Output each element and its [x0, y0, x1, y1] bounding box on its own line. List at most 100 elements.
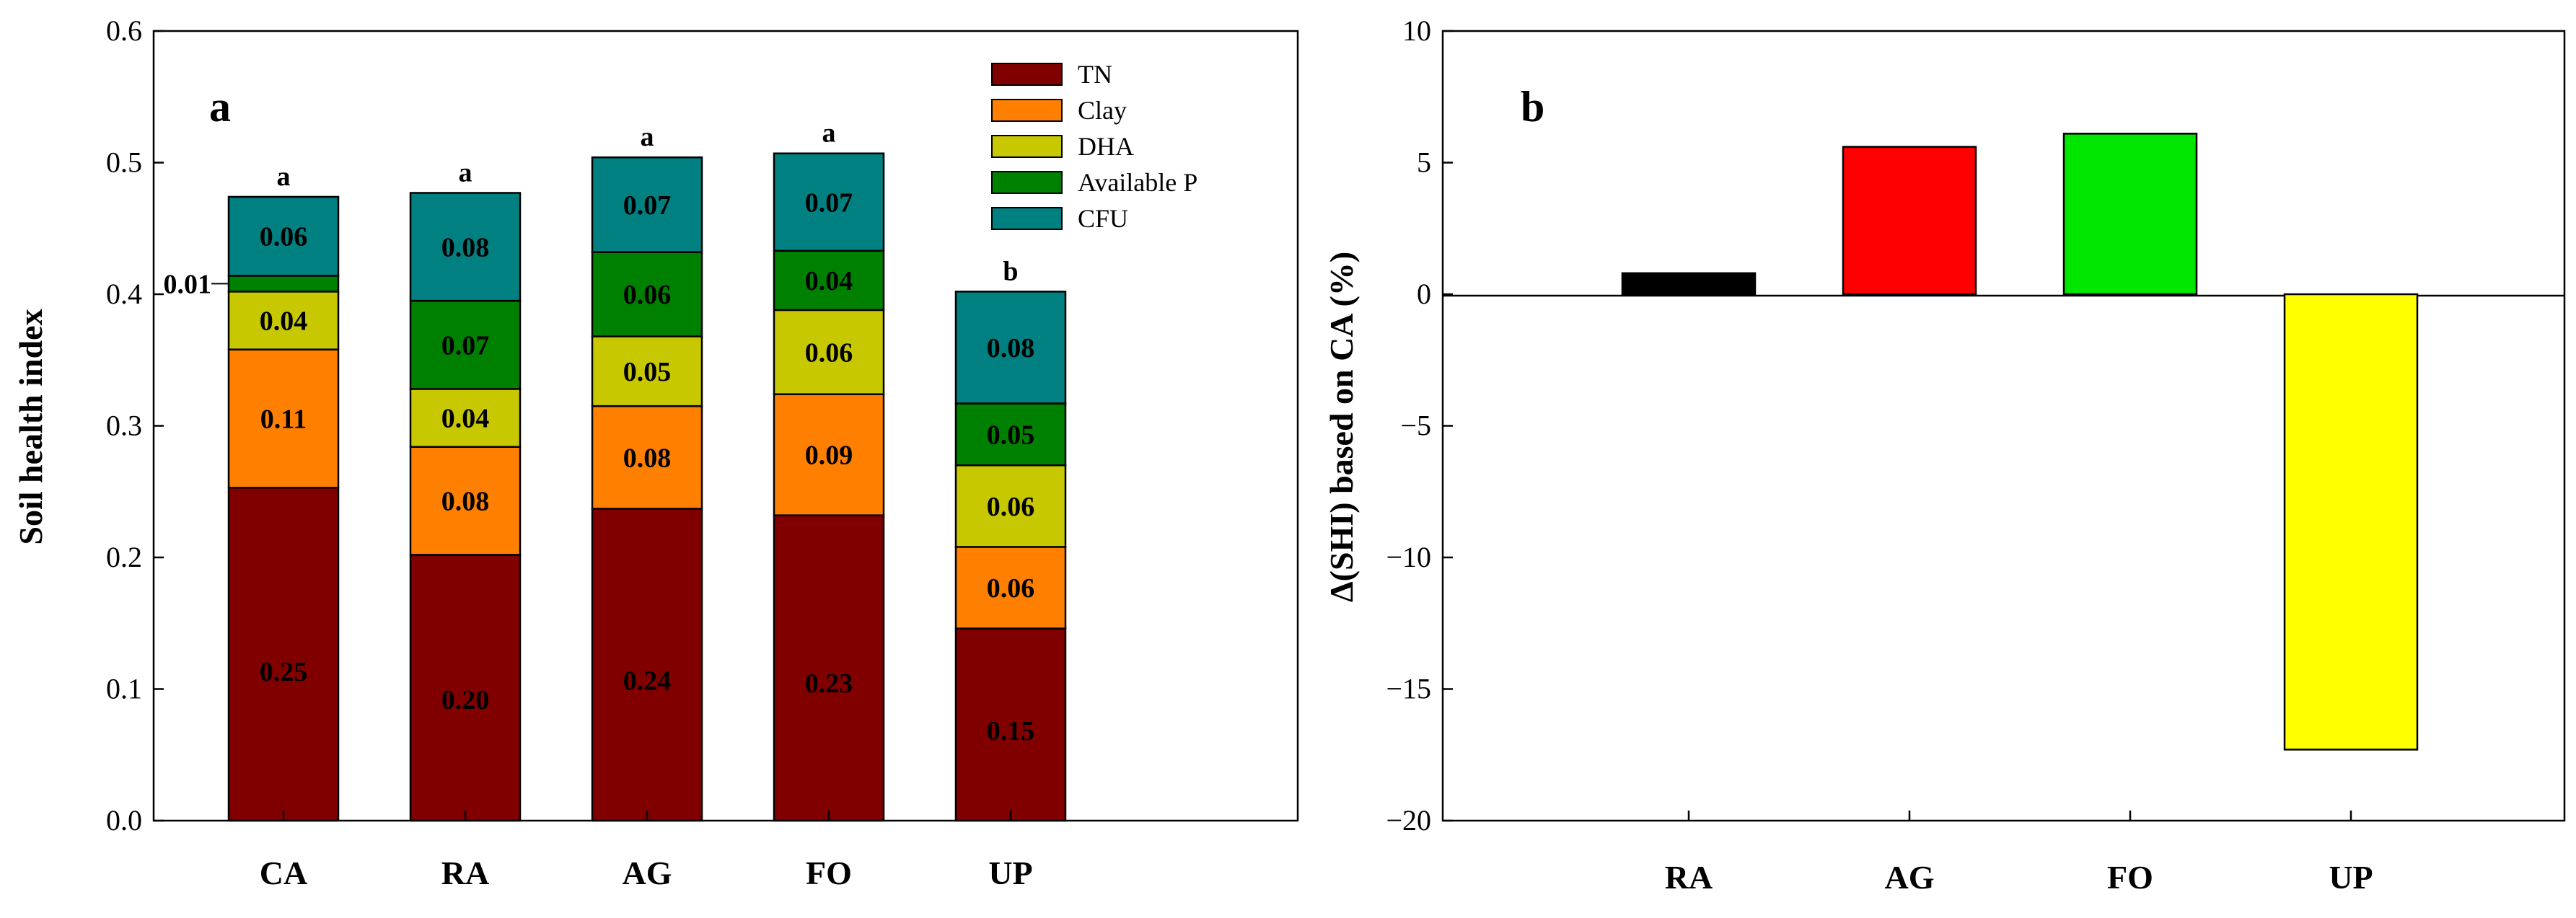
x-tick-label-ag: AG [623, 855, 672, 891]
panel-a-legend: TN Clay DHA Available P CFU [991, 60, 1197, 233]
segment-label-ag-tn: 0.24 [623, 666, 672, 696]
significance-letter-ca: a [277, 162, 291, 192]
y-tick-label: −10 [1386, 541, 1431, 573]
bar-segment-ca-clay [227, 348, 340, 489]
x-tick-label-fo: FO [2107, 859, 2153, 896]
x-tick-label-ag: AG [1885, 859, 1935, 896]
segment-label-ag-dha: 0.05 [623, 357, 672, 387]
bar-segment-ag-clay [591, 405, 703, 510]
segment-label-fo-dha: 0.06 [805, 337, 853, 368]
bar-segment-fo-clay [773, 393, 885, 516]
bar-up [2283, 293, 2419, 751]
segment-label-up-available-p: 0.05 [987, 420, 1035, 450]
bar-segment-up-cfu [954, 291, 1067, 405]
segment-label-ca-available-p: 0.01 [164, 269, 212, 299]
bar-segment-fo-available-p [773, 250, 885, 312]
bar-segment-ca-available-p [227, 275, 340, 293]
bar-segment-up-available-p [954, 402, 1067, 467]
legend-swatch-tn [991, 63, 1063, 86]
panel-b-letter: b [1521, 83, 1544, 131]
panel-a-y-title: Soil health index [12, 309, 49, 544]
bar-segment-ra-tn [409, 554, 522, 822]
segment-label-up-clay: 0.06 [987, 573, 1035, 604]
segment-label-ag-available-p: 0.06 [623, 280, 672, 310]
panel-a-frame [152, 30, 1299, 822]
x-tick-label-up: UP [2329, 859, 2373, 896]
segment-label-fo-tn: 0.23 [805, 668, 853, 699]
segment-label-ra-tn: 0.20 [441, 685, 490, 715]
y-tick-label: 0.2 [106, 541, 142, 573]
y-tick-label: 0.3 [106, 410, 142, 442]
segment-label-ca-clay: 0.11 [260, 404, 307, 434]
segment-label-fo-clay: 0.09 [805, 441, 853, 471]
bar-segment-ra-clay [409, 446, 522, 556]
segment-label-ag-clay: 0.08 [623, 443, 672, 473]
significance-letter-ra: a [459, 157, 472, 187]
legend-label-tn: TN [1078, 60, 1112, 89]
bar-segment-ag-dha [591, 335, 703, 407]
bar-ra [1621, 272, 1757, 296]
segment-label-fo-cfu: 0.07 [805, 187, 853, 218]
segment-label-ra-cfu: 0.08 [441, 232, 490, 262]
legend-label-cfu: CFU [1078, 204, 1128, 233]
y-tick-label: 0 [1417, 278, 1431, 310]
bar-segment-fo-tn [773, 514, 885, 822]
y-tick-label: 0.5 [106, 146, 142, 179]
x-tick-label-ra: RA [1665, 859, 1713, 896]
panel-b-y-title: Δ(SHI) based on CA (%) [1323, 252, 1360, 602]
panel-a-x-axis: CA RA AG FO UP [260, 811, 1033, 891]
x-tick-label-up: UP [988, 855, 1032, 891]
panel-b: −20 −15 −10 −5 0 5 10 RA AG FO UP b Δ(SHI) based … [1323, 14, 2566, 896]
panel-a-segment-labels: 0.25 0.11 0.04 0.01 0.06 0.20 0.08 0.04 0.07 0.08… [164, 187, 1035, 746]
y-tick-label: −15 [1386, 673, 1431, 705]
bar-segment-ra-available-p [409, 299, 522, 390]
x-tick-label-ca: CA [260, 855, 307, 891]
panel-b-x-axis: RA AG FO UP [1665, 811, 2373, 896]
bar-segment-ag-available-p [591, 251, 703, 337]
panel-a-significance-letters: a a a a b [277, 118, 1019, 287]
segment-label-ca-dha: 0.04 [260, 306, 308, 337]
significance-letter-ag: a [641, 122, 654, 152]
bar-segment-ra-cfu [409, 192, 522, 302]
bar-segment-fo-cfu [773, 152, 885, 252]
segment-label-ra-available-p: 0.07 [441, 330, 490, 361]
bar-ag [1842, 146, 1977, 296]
significance-letter-fo: a [822, 118, 836, 149]
x-tick-label-ra: RA [441, 855, 489, 891]
legend-swatch-clay [991, 99, 1063, 122]
y-tick-label: 0.6 [106, 14, 142, 47]
y-tick-label: 5 [1417, 146, 1431, 179]
bar-segment-up-dha [954, 464, 1067, 548]
y-tick-label: −5 [1400, 410, 1431, 442]
bar-segment-fo-dha [773, 309, 885, 395]
y-tick-label: 0.4 [106, 278, 142, 310]
panel-b-bars [1621, 133, 2419, 751]
segment-label-ag-cfu: 0.07 [623, 190, 672, 221]
y-tick-label: −20 [1386, 804, 1431, 837]
bar-segment-ca-cfu [227, 195, 340, 277]
segment-label-ca-tn: 0.25 [260, 657, 308, 687]
bar-segment-ca-tn [227, 487, 340, 822]
bar-segment-up-tn [954, 627, 1067, 822]
segment-label-up-tn: 0.15 [987, 716, 1035, 746]
bar-segment-ag-tn [591, 508, 703, 822]
panel-a-bars [227, 152, 1067, 822]
y-tick-label: 10 [1402, 14, 1431, 47]
legend-label-available-p: Available P [1078, 168, 1197, 197]
segment-label-fo-available-p: 0.04 [805, 266, 853, 296]
legend-swatch-cfu [991, 207, 1063, 230]
panel-a-letter: a [209, 83, 231, 131]
legend-label-dha: DHA [1078, 132, 1134, 161]
segment-label-ca-cfu: 0.06 [260, 222, 308, 252]
legend-swatch-dha [991, 135, 1063, 158]
bar-segment-up-clay [954, 546, 1067, 630]
y-tick-label: 0.0 [106, 804, 142, 837]
segment-label-ra-clay: 0.08 [441, 487, 490, 517]
bar-fo [2062, 133, 2198, 296]
panel-a: 0.00.10.20.30.40.50.6 0.250.110.040.010.… [12, 14, 1299, 891]
segment-label-up-cfu: 0.08 [987, 333, 1035, 363]
x-tick-label-fo: FO [806, 855, 852, 891]
legend-label-clay: Clay [1078, 96, 1127, 125]
segment-label-up-dha: 0.06 [987, 492, 1035, 522]
